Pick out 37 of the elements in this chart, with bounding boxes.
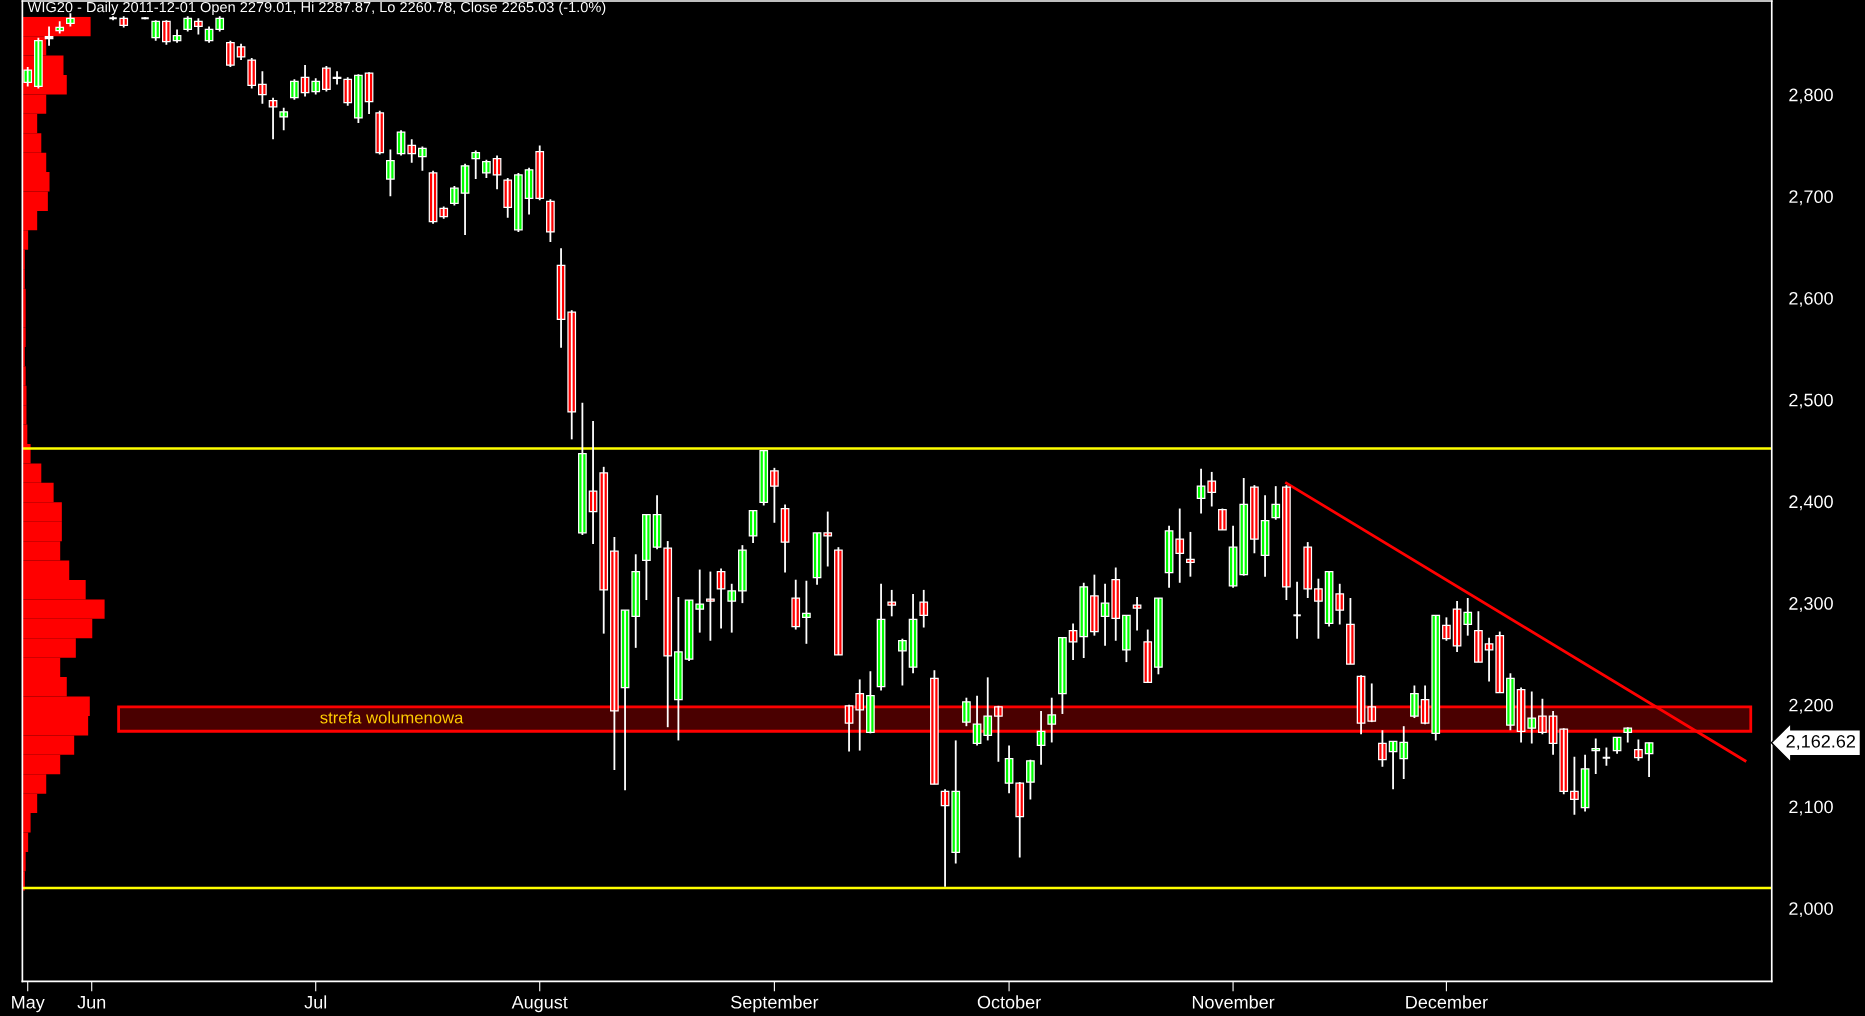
candlestick [1218,507,1227,531]
candlestick [823,510,833,568]
candlestick [1506,672,1515,732]
y-tick-label: 2,200 [1789,698,1833,714]
candlestick [695,568,705,634]
candlestick [1474,610,1483,664]
candlestick [1442,616,1451,642]
x-tick-label: September [731,995,819,1013]
text: 2,162.62 [1786,734,1856,750]
x-tick-label: May [12,996,45,1013]
candlestick [1634,738,1643,762]
y-tick-label: 2,300 [1789,597,1833,612]
candlestick [1410,684,1419,719]
candlestick [1154,597,1163,676]
candlestick [1346,597,1355,666]
y-tick-label: 2,000 [1789,902,1833,918]
y-tick-label: 2,700 [1789,190,1833,206]
chart-title: WIG20 - Daily 2011-12-01 Open 2279.01, Hi 2287.87, Lo 2260.78, Close 2265.03 (-1.0%) [27,1,606,16]
x-tick-label: August [511,996,568,1013]
x-tick-label: October [977,995,1041,1009]
candlestick [279,106,289,132]
x-tick-label: December [1406,995,1488,1009]
y-tick-label: 2,100 [1789,800,1833,816]
candlestick [1122,614,1131,664]
y-tick-label: 2,500 [1789,393,1833,409]
x-tick-label: Jun [77,996,106,1009]
y-tick-label: 2,600 [1789,291,1833,307]
candlestick [1314,577,1323,640]
band-label: strefa wolumenowa [320,711,464,724]
candlestick [1570,755,1579,816]
candlestick [887,588,897,618]
y-tick-label: 2,800 [1789,88,1833,104]
y-tick-label: 2,400 [1789,495,1833,511]
candlestick [706,570,715,642]
candlestick [1250,484,1259,555]
x-tick-label: Jul [304,995,327,1009]
x-tick-label: November [1192,995,1275,1009]
